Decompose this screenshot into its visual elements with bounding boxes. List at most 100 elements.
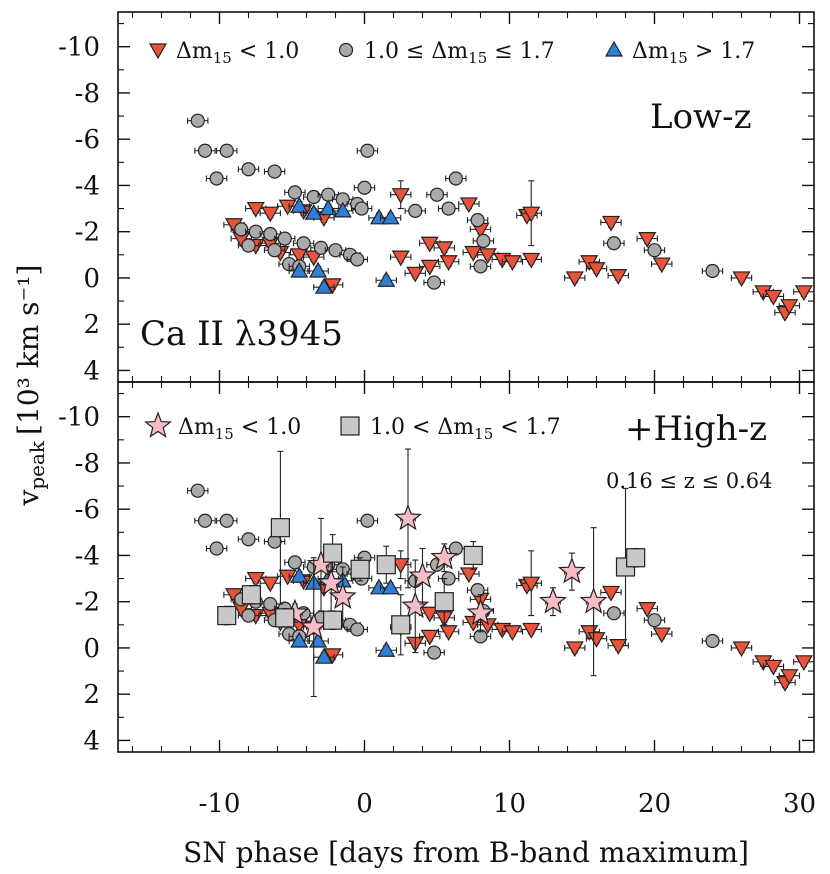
data-point-circle (408, 203, 423, 218)
data-point-triangle-up (290, 197, 309, 213)
data-point-star (328, 582, 357, 609)
legend-label-sub: 15 (669, 49, 688, 67)
legend-label-rest: < 1.0 (232, 39, 299, 64)
data-point-triangle-down (391, 188, 410, 204)
panel-high-z-label: +High-z (625, 409, 767, 449)
legend-label-base: 1.0 ≤ Δm (364, 39, 468, 64)
y-tick-label: -2 (75, 218, 100, 248)
data-point-triangle-down (391, 250, 410, 267)
legend-marker-circle (338, 42, 354, 58)
data-point-circle (441, 201, 456, 216)
legend-marker-star (143, 411, 173, 438)
data-point-triangle-up (319, 199, 338, 216)
data-point-triangle-down (652, 627, 671, 644)
data-point-star (538, 586, 568, 614)
legend-low-z: Δm15 < 1.0 1.0 ≤ Δm15 ≤ 1.7 Δm15 > 1.7 (148, 39, 755, 67)
legend-label-rest: < 1.7 (493, 415, 560, 440)
legend-item-dm15-gt-1p7: Δm15 > 1.7 (604, 39, 755, 67)
series-star-bot (280, 448, 608, 698)
legend-label-sub: 15 (215, 425, 234, 443)
data-point-triangle-down (638, 232, 657, 248)
data-point-square (217, 605, 237, 626)
legend-item-dm15-lt-1: Δm15 < 1.0 (148, 39, 299, 67)
data-point-triangle-down (794, 655, 813, 672)
y-tick-label: -2 (75, 588, 100, 618)
data-point-circle (470, 213, 485, 228)
y-tick-label: 2 (83, 680, 100, 710)
panel-low-z: Δm15 < 1.0 1.0 ≤ Δm15 ≤ 1.7 Δm15 > 1.7 L… (117, 11, 815, 383)
data-point-circle (241, 238, 256, 253)
data-point-triangle-down (439, 625, 458, 641)
data-point-triangle-up (377, 271, 396, 287)
data-point-triangle-down (323, 278, 342, 295)
data-point-circle (267, 243, 282, 258)
data-point-triangle-up (304, 203, 323, 220)
data-point-circle (234, 222, 249, 237)
data-point-circle (606, 606, 622, 621)
y-tick-label: -8 (75, 79, 100, 109)
legend-label: Δm15 < 1.0 (176, 39, 299, 67)
panel-low-z-ticks (118, 12, 814, 382)
data-point-circle (287, 185, 302, 200)
data-point-circle (277, 231, 292, 246)
data-point-circle (427, 645, 442, 660)
data-point-circle (476, 233, 491, 249)
data-point-circle (287, 555, 302, 570)
legend-label-base: Δm (178, 415, 215, 440)
data-point-triangle-down (652, 257, 671, 274)
data-point-circle (354, 201, 369, 216)
legend-label-sub: 15 (468, 49, 487, 67)
data-point-square (270, 518, 290, 538)
data-point-square (626, 548, 646, 568)
data-point-star (317, 568, 346, 596)
y-tick-label: -10 (58, 403, 100, 433)
y-tick-label: -6 (75, 495, 100, 525)
data-point-square (241, 585, 261, 605)
data-point-triangle-down (764, 289, 783, 306)
data-point-triangle-down (261, 206, 280, 223)
data-point-circle (328, 243, 343, 258)
data-point-circle (219, 143, 234, 158)
legend-label: 1.0 ≤ Δm15 ≤ 1.7 (364, 39, 555, 67)
line-label: Ca II λ3945 (140, 314, 343, 354)
data-point-star (393, 503, 423, 531)
data-point-triangle-down (794, 285, 813, 302)
data-point-triangle-up (333, 201, 352, 218)
data-point-triangle-down (609, 269, 628, 285)
data-point-triangle-down (420, 606, 439, 623)
series-square-bot (217, 450, 646, 656)
data-point-triangle-up (369, 208, 389, 225)
y-tick-label: 2 (83, 310, 100, 340)
data-point-star (430, 543, 459, 570)
y-axis-label: vpeak [10³ km s⁻¹] (12, 265, 49, 507)
data-point-triangle-up (290, 261, 309, 278)
data-point-circle (241, 608, 256, 623)
data-point-triangle-up (369, 578, 389, 595)
data-point-triangle-down (478, 248, 497, 265)
data-point-circle (473, 259, 488, 274)
data-point-triangle-down (503, 255, 522, 271)
data-point-triangle-down (522, 622, 541, 639)
panel-high-z-ticks (118, 382, 814, 752)
data-point-circle (350, 252, 365, 267)
data-point-circle (647, 243, 662, 258)
data-point-circle (209, 171, 224, 186)
data-point-triangle-up (309, 261, 328, 278)
data-point-circle (267, 164, 282, 179)
data-point-triangle-up (290, 567, 309, 583)
data-point-triangle-down (439, 255, 458, 271)
legend-label: 1.0 < Δm15 < 1.7 (370, 415, 561, 443)
data-point-square (391, 615, 411, 635)
data-point-triangle-down (780, 669, 799, 685)
data-point-triangle-down (391, 558, 410, 574)
legend-marker-square (340, 416, 360, 436)
data-point-triangle-down (565, 271, 584, 288)
data-point-circle (219, 513, 234, 528)
legend-label-rest: < 1.0 (234, 415, 301, 440)
data-point-circle (470, 583, 485, 598)
data-point-triangle-down (278, 199, 297, 216)
data-point-circle (263, 226, 278, 242)
data-point-circle (705, 263, 720, 279)
data-point-square (463, 545, 483, 566)
